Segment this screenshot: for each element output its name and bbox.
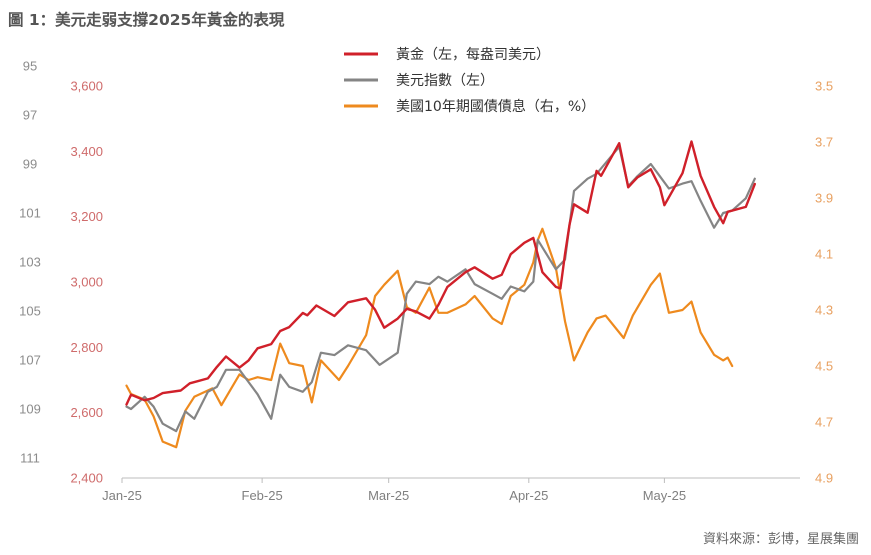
legend: 黃金（左，每盎司美元） 美元指數（左） 美國10年期國債債息（右，%）	[344, 47, 595, 115]
gold-legend-label: 黃金（左，每盎司美元）	[396, 47, 550, 63]
gold-axis-ticks: 3,600 3,400 3,200 3,000 2,800 2,600 2,400	[70, 79, 103, 486]
dxy-tick-label: 105	[19, 304, 41, 319]
dxy-axis-ticks: 95 97 99 101 103 105 107 109 111	[19, 59, 41, 466]
gold-series-line	[125, 140, 756, 406]
dxy-tick-label: 95	[23, 59, 37, 74]
x-tick-label: May-25	[643, 488, 686, 503]
dxy-tick-label: 107	[19, 353, 41, 368]
yield-tick-label: 4.5	[815, 359, 833, 374]
yield-axis-ticks: 3.5 3.7 3.9 4.1 4.3 4.5 4.7 4.9	[815, 79, 833, 486]
x-tick-label: Feb-25	[242, 488, 283, 503]
x-axis-ticks: Jan-25 Feb-25 Mar-25 Apr-25 May-25	[102, 478, 686, 503]
yield-tick-label: 4.1	[815, 247, 833, 262]
chart-title: 圖 1：美元走弱支撐2025年黃金的表現	[8, 11, 285, 29]
dxy-legend-label: 美元指數（左）	[396, 73, 494, 89]
x-tick-label: Apr-25	[509, 488, 548, 503]
dxy-tick-label: 101	[19, 206, 41, 221]
source-note: 資料來源：彭博，星展集團	[702, 532, 859, 547]
dxy-tick-label: 109	[19, 402, 41, 417]
dxy-tick-label: 111	[20, 451, 40, 466]
gold-tick-label: 3,200	[70, 209, 103, 224]
yield-series-line	[125, 227, 734, 449]
dxy-tick-label: 99	[23, 157, 37, 172]
gold-tick-label: 2,800	[70, 340, 103, 355]
dxy-tick-label: 97	[23, 108, 37, 123]
x-tick-label: Jan-25	[102, 488, 142, 503]
yield-tick-label: 3.9	[815, 191, 833, 206]
dxy-series-line	[125, 145, 756, 433]
yield-tick-label: 4.3	[815, 303, 833, 318]
yield-tick-label: 3.7	[815, 135, 833, 150]
gold-tick-label: 3,000	[70, 275, 103, 290]
yield-legend-label: 美國10年期國債債息（右，%）	[396, 98, 595, 115]
gold-tick-label: 2,400	[70, 471, 103, 486]
series-layer	[125, 140, 756, 449]
gold-tick-label: 3,400	[70, 144, 103, 159]
gold-tick-label: 2,600	[70, 405, 103, 420]
x-tick-label: Mar-25	[368, 488, 409, 503]
yield-tick-label: 3.5	[815, 79, 833, 94]
yield-tick-label: 4.9	[815, 471, 833, 486]
gold-tick-label: 3,600	[70, 79, 103, 94]
yield-tick-label: 4.7	[815, 415, 833, 430]
dxy-tick-label: 103	[19, 255, 41, 270]
